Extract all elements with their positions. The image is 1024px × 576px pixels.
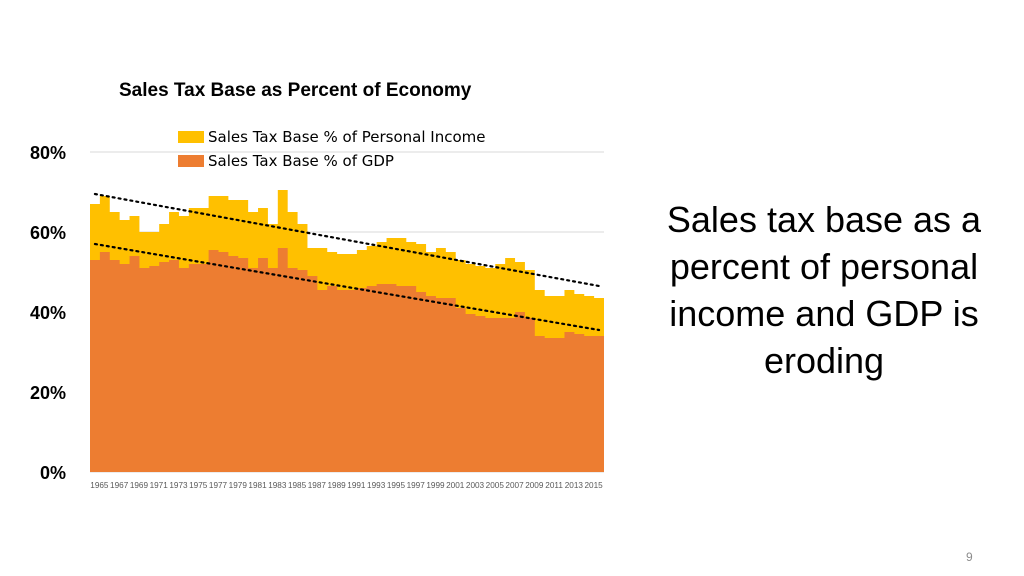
x-tick-label: 1989 bbox=[328, 481, 347, 490]
x-tick-label: 1975 bbox=[189, 481, 208, 490]
x-tick-label: 1979 bbox=[229, 481, 248, 490]
y-tick-label: 60% bbox=[30, 223, 66, 243]
area-layer bbox=[90, 190, 604, 472]
x-tick-label: 2007 bbox=[505, 481, 524, 490]
x-tick-label: 1997 bbox=[407, 481, 426, 490]
x-tick-label: 1983 bbox=[268, 481, 287, 490]
x-axis-ticks: 1965 1967 1969 1971 1973 1975 1977 1979 1981 1983… bbox=[90, 481, 603, 490]
trendline-layer bbox=[93, 192, 601, 332]
x-tick-label: 1977 bbox=[209, 481, 228, 490]
legend: Sales Tax Base % of Personal Income Sales… bbox=[178, 128, 485, 170]
trendline-2 bbox=[93, 242, 601, 332]
y-tick-label: 0% bbox=[40, 463, 66, 483]
x-tick-label: 1991 bbox=[347, 481, 366, 490]
x-tick-label: 1987 bbox=[308, 481, 327, 490]
x-tick-label: 2003 bbox=[466, 481, 485, 490]
x-tick-label: 1985 bbox=[288, 481, 307, 490]
x-tick-label: 2001 bbox=[446, 481, 465, 490]
x-tick-label: 1971 bbox=[150, 481, 169, 490]
x-tick-label: 2015 bbox=[585, 481, 604, 490]
x-tick-label: 1969 bbox=[130, 481, 149, 490]
x-tick-label: 1999 bbox=[426, 481, 445, 490]
page-number: 9 bbox=[966, 550, 973, 564]
y-tick-label: 20% bbox=[30, 383, 66, 403]
x-tick-label: 1993 bbox=[367, 481, 386, 490]
y-tick-label: 40% bbox=[30, 303, 66, 323]
x-tick-label: 2013 bbox=[565, 481, 584, 490]
chart-title: Sales Tax Base as Percent of Economy bbox=[119, 80, 472, 101]
legend-swatch bbox=[178, 131, 204, 143]
x-tick-label: 1967 bbox=[110, 481, 129, 490]
x-tick-label: 2009 bbox=[525, 481, 544, 490]
area-series-2 bbox=[90, 248, 604, 472]
x-tick-label: 1965 bbox=[90, 481, 109, 490]
y-tick-label: 80% bbox=[30, 143, 66, 163]
legend-label: Sales Tax Base % of GDP bbox=[208, 152, 394, 170]
legend-swatch bbox=[178, 155, 204, 167]
x-tick-label: 1973 bbox=[169, 481, 188, 490]
y-axis-ticks: 0% 20% 40% 60% 80% bbox=[30, 143, 66, 483]
x-tick-label: 2011 bbox=[545, 481, 563, 490]
slide-caption: Sales tax base as a percent of personal … bbox=[666, 199, 982, 381]
trendline-1 bbox=[93, 192, 601, 288]
x-tick-label: 1981 bbox=[248, 481, 267, 490]
x-tick-label: 2005 bbox=[486, 481, 505, 490]
x-tick-label: 1995 bbox=[387, 481, 406, 490]
legend-label: Sales Tax Base % of Personal Income bbox=[208, 128, 485, 146]
